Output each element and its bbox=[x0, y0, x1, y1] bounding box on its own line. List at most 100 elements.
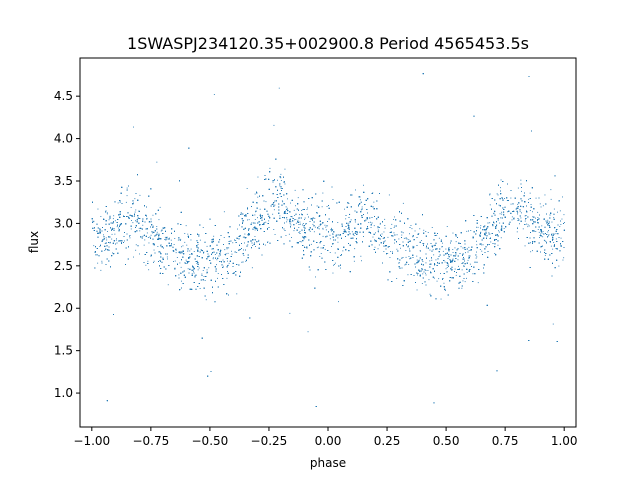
data-point bbox=[384, 227, 386, 229]
data-point bbox=[268, 220, 270, 222]
data-point bbox=[462, 280, 464, 282]
data-point bbox=[401, 234, 403, 236]
data-point bbox=[458, 265, 459, 267]
data-point bbox=[257, 217, 258, 219]
data-point bbox=[499, 213, 501, 215]
data-point bbox=[267, 241, 269, 243]
data-point bbox=[111, 233, 113, 235]
data-point bbox=[254, 219, 256, 220]
data-point bbox=[480, 231, 482, 233]
data-point bbox=[520, 217, 522, 219]
data-point bbox=[381, 233, 383, 235]
data-point bbox=[405, 256, 407, 258]
data-point bbox=[427, 232, 429, 233]
data-point bbox=[409, 233, 410, 235]
data-point bbox=[332, 229, 333, 231]
data-point bbox=[133, 256, 134, 258]
data-point bbox=[153, 243, 155, 245]
data-point bbox=[454, 247, 456, 249]
data-point bbox=[472, 273, 474, 275]
data-point bbox=[442, 246, 443, 248]
data-point bbox=[552, 323, 554, 325]
data-point bbox=[190, 248, 192, 250]
data-point bbox=[461, 269, 463, 271]
data-point bbox=[260, 224, 262, 226]
data-point bbox=[378, 244, 380, 246]
data-point bbox=[111, 227, 113, 229]
data-point bbox=[375, 232, 376, 234]
data-point bbox=[377, 227, 379, 229]
data-point bbox=[480, 243, 482, 245]
data-point bbox=[212, 242, 214, 244]
data-point bbox=[126, 195, 128, 197]
data-point bbox=[216, 259, 218, 261]
data-point bbox=[201, 273, 203, 275]
data-point bbox=[455, 274, 457, 276]
data-point bbox=[329, 234, 331, 236]
data-point bbox=[338, 301, 339, 303]
data-point bbox=[387, 253, 389, 254]
data-point bbox=[544, 194, 546, 196]
data-point bbox=[390, 251, 392, 252]
data-point bbox=[93, 220, 95, 222]
data-point bbox=[535, 231, 537, 232]
data-point bbox=[454, 268, 456, 270]
data-point bbox=[334, 264, 335, 265]
data-point bbox=[291, 216, 293, 218]
data-point bbox=[248, 234, 250, 236]
data-point bbox=[224, 254, 226, 255]
data-point bbox=[229, 240, 231, 242]
data-point bbox=[302, 224, 303, 226]
data-point bbox=[379, 223, 381, 225]
data-point bbox=[519, 223, 520, 225]
data-point bbox=[237, 228, 238, 230]
data-point bbox=[461, 287, 463, 289]
data-point bbox=[179, 262, 181, 264]
data-point bbox=[285, 206, 287, 208]
data-point bbox=[412, 245, 414, 247]
data-point bbox=[228, 247, 230, 249]
data-point bbox=[117, 202, 119, 204]
data-point bbox=[503, 212, 505, 214]
data-point bbox=[112, 218, 114, 220]
data-point bbox=[254, 227, 256, 229]
data-point bbox=[219, 239, 221, 241]
data-point bbox=[100, 269, 102, 271]
data-point bbox=[476, 251, 477, 253]
data-point bbox=[497, 219, 499, 221]
data-point bbox=[193, 272, 195, 274]
data-point bbox=[213, 235, 215, 237]
data-point bbox=[425, 247, 427, 249]
data-point bbox=[366, 229, 368, 230]
data-point bbox=[466, 277, 467, 279]
data-point bbox=[504, 198, 505, 199]
data-point bbox=[372, 236, 374, 238]
data-point bbox=[132, 222, 134, 224]
data-point bbox=[551, 221, 553, 223]
data-point bbox=[516, 231, 518, 233]
data-point bbox=[125, 201, 127, 203]
data-point bbox=[342, 250, 344, 252]
data-point bbox=[399, 262, 400, 264]
data-point bbox=[488, 233, 490, 235]
data-point bbox=[476, 244, 478, 246]
data-point bbox=[563, 214, 565, 216]
data-point bbox=[524, 215, 526, 217]
data-point bbox=[178, 239, 180, 241]
data-point bbox=[147, 237, 149, 238]
data-point bbox=[412, 236, 414, 238]
data-point bbox=[489, 204, 491, 206]
data-point bbox=[251, 222, 253, 224]
data-point bbox=[405, 237, 407, 239]
data-point bbox=[476, 256, 478, 258]
data-point bbox=[129, 237, 131, 239]
data-point bbox=[236, 252, 238, 253]
data-point bbox=[500, 179, 502, 181]
data-point bbox=[216, 264, 217, 266]
data-point bbox=[280, 173, 282, 175]
data-point bbox=[521, 190, 522, 192]
data-point bbox=[152, 214, 154, 216]
data-point bbox=[333, 264, 334, 266]
data-point bbox=[226, 248, 228, 250]
data-point bbox=[393, 219, 394, 220]
